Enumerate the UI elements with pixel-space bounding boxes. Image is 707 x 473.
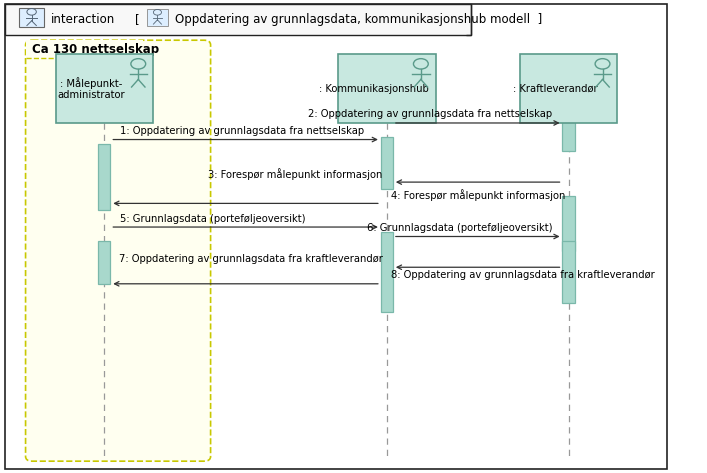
Text: interaction: interaction xyxy=(50,13,115,26)
Text: : Målepunkt-
administrator: : Målepunkt- administrator xyxy=(57,77,124,100)
Text: 2: Oppdatering av grunnlagsdata fra nettselskap: 2: Oppdatering av grunnlagsdata fra nett… xyxy=(308,109,552,120)
FancyBboxPatch shape xyxy=(520,54,617,123)
Text: Oppdatering av grunnlagsdata, kommunikasjonshub modell  ]: Oppdatering av grunnlagsdata, kommunikas… xyxy=(175,13,542,26)
Text: 6: Grunnlagsdata (porteføljeoversikt): 6: Grunnlagsdata (porteføljeoversikt) xyxy=(367,223,552,233)
FancyBboxPatch shape xyxy=(6,4,667,469)
Text: 4: Forespør målepunkt informasjon: 4: Forespør målepunkt informasjon xyxy=(391,189,566,201)
FancyBboxPatch shape xyxy=(98,241,110,284)
Text: 8: Oppdatering av grunnlagsdata fra kraftleverandør: 8: Oppdatering av grunnlagsdata fra kraf… xyxy=(391,270,655,280)
FancyBboxPatch shape xyxy=(381,232,393,312)
Text: : Kraftleverandør: : Kraftleverandør xyxy=(513,84,597,94)
Text: 3: Forespør målepunkt informasjon: 3: Forespør målepunkt informasjon xyxy=(209,167,383,180)
FancyBboxPatch shape xyxy=(338,54,436,123)
Text: [: [ xyxy=(134,13,139,26)
FancyBboxPatch shape xyxy=(56,54,153,123)
FancyBboxPatch shape xyxy=(563,241,575,303)
Text: 7: Oppdatering av grunnlagsdata fra kraftleverandør: 7: Oppdatering av grunnlagsdata fra kraf… xyxy=(119,254,383,264)
FancyBboxPatch shape xyxy=(6,4,471,35)
FancyBboxPatch shape xyxy=(146,9,168,26)
Text: 5: Grunnlagsdata (porteføljeoversikt): 5: Grunnlagsdata (porteføljeoversikt) xyxy=(120,213,306,224)
FancyBboxPatch shape xyxy=(563,196,575,251)
FancyBboxPatch shape xyxy=(19,8,45,27)
Text: 1: Oppdatering av grunnlagsdata fra nettselskap: 1: Oppdatering av grunnlagsdata fra nett… xyxy=(120,126,365,136)
FancyBboxPatch shape xyxy=(563,121,575,151)
Text: Ca 130 nettselskap: Ca 130 nettselskap xyxy=(33,43,159,56)
Text: : Kommunikasjonshub: : Kommunikasjonshub xyxy=(319,84,428,94)
FancyBboxPatch shape xyxy=(25,40,211,461)
FancyBboxPatch shape xyxy=(98,144,110,210)
FancyBboxPatch shape xyxy=(25,40,144,58)
FancyBboxPatch shape xyxy=(381,137,393,189)
